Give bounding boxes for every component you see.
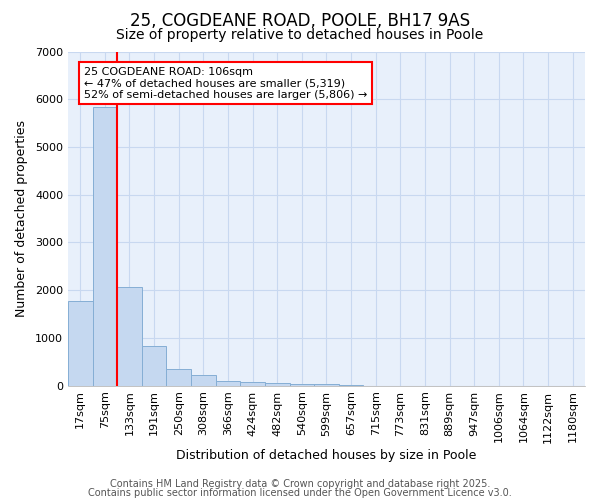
Text: 25, COGDEANE ROAD, POOLE, BH17 9AS: 25, COGDEANE ROAD, POOLE, BH17 9AS xyxy=(130,12,470,30)
Text: Size of property relative to detached houses in Poole: Size of property relative to detached ho… xyxy=(116,28,484,42)
Y-axis label: Number of detached properties: Number of detached properties xyxy=(15,120,28,317)
Bar xyxy=(142,346,166,386)
Text: Contains public sector information licensed under the Open Government Licence v3: Contains public sector information licen… xyxy=(88,488,512,498)
Bar xyxy=(339,384,364,386)
Bar xyxy=(191,375,215,386)
Text: 25 COGDEANE ROAD: 106sqm
← 47% of detached houses are smaller (5,319)
52% of sem: 25 COGDEANE ROAD: 106sqm ← 47% of detach… xyxy=(84,67,367,100)
Bar xyxy=(215,381,240,386)
Bar xyxy=(290,384,314,386)
Bar xyxy=(166,368,191,386)
Bar xyxy=(68,300,92,386)
Bar xyxy=(240,382,265,386)
X-axis label: Distribution of detached houses by size in Poole: Distribution of detached houses by size … xyxy=(176,450,476,462)
Bar xyxy=(314,384,339,386)
Bar xyxy=(265,383,290,386)
Bar xyxy=(117,288,142,386)
Bar xyxy=(92,107,117,386)
Text: Contains HM Land Registry data © Crown copyright and database right 2025.: Contains HM Land Registry data © Crown c… xyxy=(110,479,490,489)
